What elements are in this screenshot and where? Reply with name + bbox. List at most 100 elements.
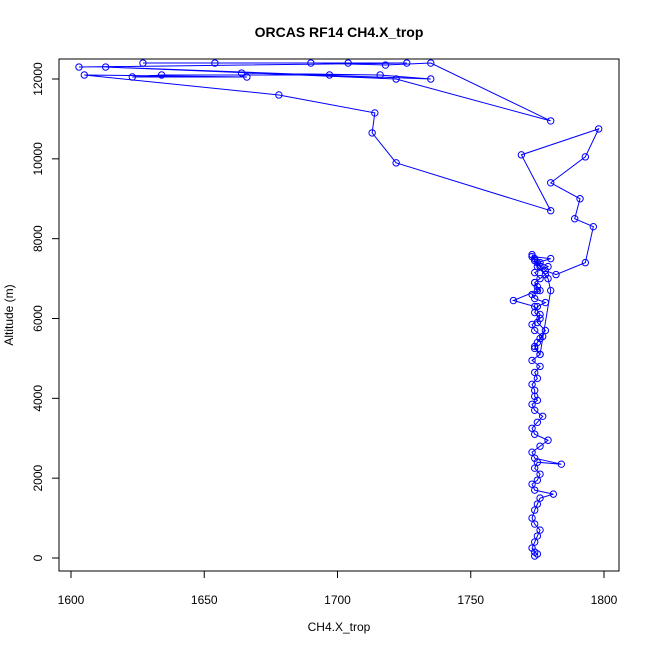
data-point <box>536 470 544 478</box>
x-tick-label: 1750 <box>457 593 484 607</box>
data-point <box>533 302 542 311</box>
data-point <box>547 207 555 215</box>
data-point <box>536 526 544 534</box>
data-point <box>547 179 555 187</box>
data-point <box>544 436 552 444</box>
data-point <box>581 258 590 267</box>
data-point <box>547 117 555 125</box>
data-point <box>509 296 518 305</box>
data-point <box>307 59 315 67</box>
data-point <box>392 159 400 167</box>
data-point <box>536 350 544 359</box>
data-point <box>368 129 376 137</box>
data-point <box>531 506 539 514</box>
data-point <box>376 71 384 79</box>
data-point <box>594 125 603 133</box>
data-point <box>539 412 547 420</box>
data-point <box>541 266 550 275</box>
data-point <box>528 252 536 261</box>
data-point <box>581 153 590 161</box>
data-point <box>243 73 251 81</box>
data-point <box>517 151 526 159</box>
data-point <box>531 486 539 494</box>
data-point <box>427 59 435 67</box>
data-point <box>344 59 352 67</box>
data-point <box>533 286 542 295</box>
data-point <box>528 480 536 488</box>
x-tick-label: 1650 <box>191 593 218 607</box>
data-point <box>531 454 539 462</box>
data-point <box>211 59 219 67</box>
data-point <box>533 476 542 484</box>
chart-title: ORCAS RF14 CH4.X_trop <box>255 24 424 40</box>
data-point <box>528 544 536 552</box>
data-point <box>533 258 542 267</box>
data-point <box>237 69 246 77</box>
data-point <box>80 71 89 79</box>
y-axis-label: Altitude (m) <box>2 284 16 345</box>
data-point <box>536 362 544 371</box>
data-point <box>531 430 539 438</box>
data-point <box>528 290 536 299</box>
x-tick-label: 1600 <box>58 593 85 607</box>
data-point <box>275 91 283 99</box>
x-axis-label: CH4.X_trop <box>308 620 371 634</box>
data-point <box>528 380 536 389</box>
y-tick-label: 10000 <box>31 142 45 176</box>
data-point <box>533 374 542 383</box>
x-tick-label: 1700 <box>324 593 351 607</box>
data-point <box>533 418 542 426</box>
data-point <box>547 254 555 263</box>
data-point <box>552 270 560 279</box>
data-point <box>549 490 558 498</box>
y-tick-label: 6000 <box>31 305 45 332</box>
y-tick-label: 0 <box>31 554 45 561</box>
data-point <box>528 514 536 522</box>
data-point <box>139 59 147 67</box>
data-point <box>128 73 136 81</box>
series-layer <box>75 59 603 560</box>
data-point <box>547 286 555 295</box>
series-line <box>78 62 600 557</box>
data-point <box>75 63 83 71</box>
data-point <box>531 326 539 335</box>
x-tick-label: 1800 <box>591 593 618 607</box>
data-point <box>536 442 544 450</box>
data-point <box>533 500 542 508</box>
data-point <box>528 250 536 259</box>
data-point <box>531 278 539 287</box>
data-point <box>557 460 566 468</box>
data-point <box>531 268 539 277</box>
data-point <box>536 334 544 343</box>
data-point <box>533 262 542 271</box>
y-tick-label: 4000 <box>31 385 45 412</box>
data-point <box>533 318 542 327</box>
data-point <box>531 406 539 415</box>
data-point <box>157 71 166 79</box>
data-point <box>531 538 539 546</box>
data-point <box>392 75 400 83</box>
y-tick-label: 8000 <box>31 225 45 252</box>
data-point <box>528 448 536 456</box>
data-point <box>528 400 536 409</box>
data-point <box>531 342 539 351</box>
data-point <box>528 356 536 365</box>
data-point <box>536 274 544 283</box>
data-point <box>371 109 379 117</box>
data-point <box>528 424 536 432</box>
data-point <box>541 298 550 307</box>
data-point <box>536 494 544 502</box>
data-point <box>533 532 542 540</box>
data-point <box>325 71 334 79</box>
data-point <box>531 520 539 528</box>
data-point <box>531 368 539 377</box>
y-tick-label: 2000 <box>31 464 45 491</box>
data-point <box>544 274 552 283</box>
x-axis: 1600 1650 1700 1750 1800 <box>58 570 618 607</box>
data-point <box>531 464 539 472</box>
data-point <box>589 222 598 231</box>
plot-box <box>58 58 620 572</box>
data-point <box>427 75 435 83</box>
data-point <box>403 59 411 67</box>
